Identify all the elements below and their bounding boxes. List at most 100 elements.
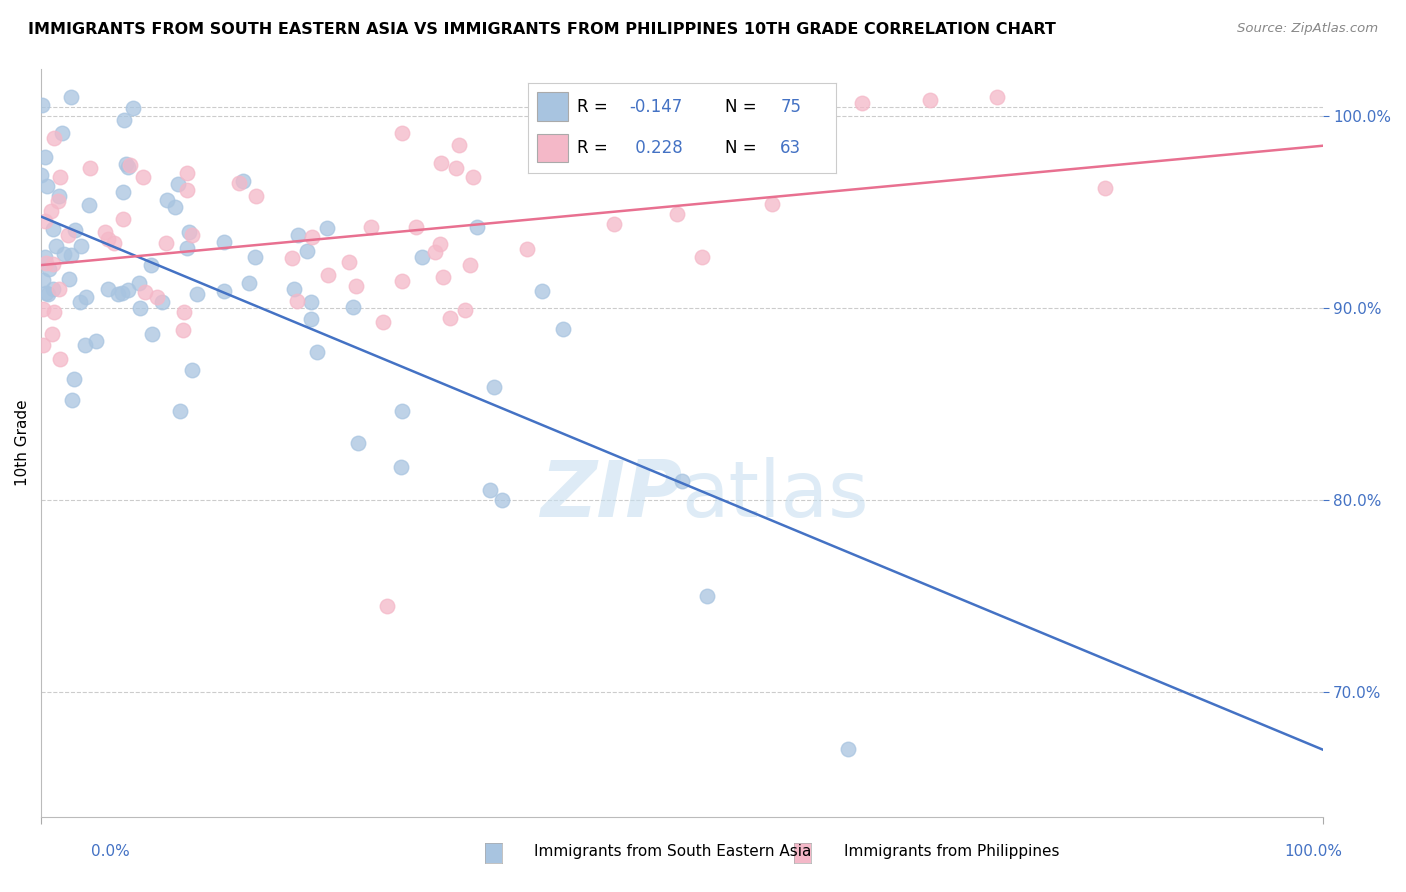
- Point: [58, 228, 80, 243]
- Point: [238, 276, 260, 290]
- Point: [37, 287, 59, 301]
- Point: [405, 219, 427, 234]
- Point: [173, 305, 195, 319]
- Point: [34, 214, 56, 228]
- Point: [429, 237, 451, 252]
- Point: [551, 322, 574, 336]
- Point: [245, 189, 267, 203]
- Point: [429, 155, 451, 169]
- Point: [46, 194, 69, 208]
- Point: [129, 301, 152, 316]
- Point: [316, 220, 339, 235]
- Point: [285, 293, 308, 308]
- Point: [134, 285, 156, 299]
- Point: [986, 90, 1008, 104]
- Point: [478, 483, 501, 498]
- Point: [371, 315, 394, 329]
- Text: Immigrants from Philippines: Immigrants from Philippines: [844, 845, 1059, 859]
- Point: [360, 220, 382, 235]
- Point: [228, 176, 250, 190]
- Point: [49, 351, 72, 366]
- Point: [602, 217, 624, 231]
- Text: Immigrants from South Eastern Asia: Immigrants from South Eastern Asia: [534, 845, 811, 859]
- Point: [212, 285, 235, 299]
- Point: [299, 295, 322, 310]
- Point: [51, 126, 73, 140]
- Point: [111, 211, 134, 226]
- Text: Source: ZipAtlas.com: Source: ZipAtlas.com: [1237, 22, 1378, 36]
- Point: [150, 295, 173, 310]
- Point: [111, 185, 134, 199]
- Point: [232, 174, 254, 188]
- Point: [31, 98, 53, 112]
- Point: [482, 380, 505, 394]
- Point: [283, 282, 305, 296]
- Point: [63, 372, 86, 386]
- Point: [128, 276, 150, 290]
- Point: [316, 268, 339, 282]
- Point: [176, 166, 198, 180]
- Point: [48, 189, 70, 203]
- Point: [666, 207, 689, 221]
- Point: [287, 227, 309, 242]
- Point: [32, 273, 55, 287]
- Text: 100.0%: 100.0%: [1285, 845, 1343, 859]
- Point: [69, 238, 91, 252]
- Point: [347, 435, 370, 450]
- Point: [39, 204, 62, 219]
- Point: [32, 338, 55, 352]
- Point: [391, 126, 413, 140]
- Point: [141, 327, 163, 342]
- Point: [79, 161, 101, 175]
- Point: [60, 90, 83, 104]
- Point: [122, 101, 145, 115]
- Point: [180, 362, 202, 376]
- Point: [454, 303, 477, 318]
- Point: [169, 403, 191, 417]
- Point: [301, 230, 323, 244]
- Point: [851, 95, 873, 110]
- Point: [139, 258, 162, 272]
- Point: [42, 221, 65, 235]
- Point: [307, 345, 329, 359]
- Point: [299, 312, 322, 326]
- Text: 0.0%: 0.0%: [91, 845, 131, 859]
- Point: [295, 244, 318, 258]
- Point: [690, 251, 713, 265]
- Point: [463, 169, 485, 184]
- Point: [447, 138, 470, 153]
- Point: [214, 235, 236, 249]
- Point: [671, 474, 693, 488]
- Point: [439, 310, 461, 325]
- Point: [31, 301, 53, 316]
- Point: [837, 742, 859, 756]
- Point: [145, 290, 167, 304]
- Point: [35, 286, 58, 301]
- Point: [77, 197, 100, 211]
- Point: [423, 244, 446, 259]
- Point: [186, 286, 208, 301]
- Text: IMMIGRANTS FROM SOUTH EASTERN ASIA VS IMMIGRANTS FROM PHILIPPINES 10TH GRADE COR: IMMIGRANTS FROM SOUTH EASTERN ASIA VS IM…: [28, 22, 1056, 37]
- Point: [391, 404, 413, 418]
- Point: [281, 252, 304, 266]
- Point: [107, 286, 129, 301]
- Point: [69, 294, 91, 309]
- Point: [63, 223, 86, 237]
- Point: [58, 272, 80, 286]
- Point: [48, 281, 70, 295]
- Point: [465, 219, 488, 234]
- Point: [30, 168, 52, 182]
- Point: [35, 256, 58, 270]
- Point: [389, 460, 412, 475]
- Point: [75, 290, 97, 304]
- Point: [1094, 181, 1116, 195]
- Point: [35, 179, 58, 194]
- Point: [118, 158, 141, 172]
- Point: [38, 261, 60, 276]
- Point: [42, 130, 65, 145]
- Point: [59, 248, 82, 262]
- Point: [112, 113, 135, 128]
- Point: [458, 258, 481, 272]
- Point: [94, 225, 117, 239]
- Point: [41, 326, 63, 341]
